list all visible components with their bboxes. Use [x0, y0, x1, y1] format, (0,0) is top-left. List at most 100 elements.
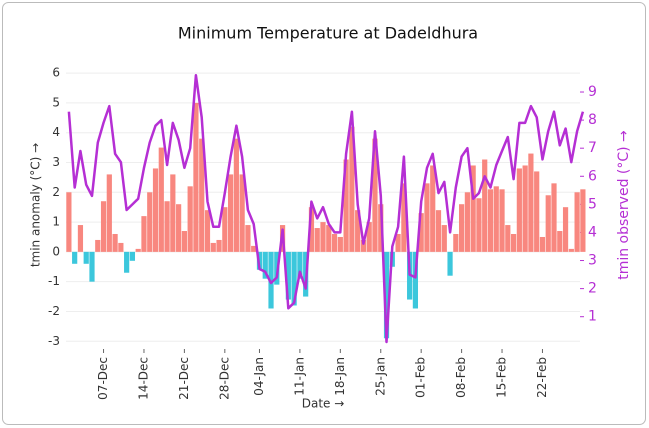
y2-tick-label: 5	[588, 196, 597, 212]
bar	[291, 251, 297, 306]
bar	[314, 228, 320, 252]
bar	[164, 201, 170, 252]
bar	[118, 242, 124, 252]
bar	[124, 251, 130, 273]
y2-tick-label: 1	[588, 309, 597, 325]
bar	[152, 168, 159, 252]
bar	[199, 138, 205, 252]
bar	[245, 225, 251, 252]
y-tick-label: 4	[52, 125, 60, 139]
bar	[227, 174, 234, 252]
bar	[170, 174, 176, 252]
bar	[412, 251, 419, 309]
bar	[482, 159, 488, 252]
bar	[77, 225, 84, 252]
bar	[534, 171, 540, 252]
bar	[89, 251, 95, 282]
bar	[176, 204, 182, 252]
bar	[516, 168, 522, 252]
x-tick-label: 08-Feb	[454, 357, 468, 398]
x-tick-label: 22-Feb	[535, 357, 549, 398]
x-tick-label: 07-Dec	[96, 357, 110, 400]
x-tick-label: 01-Feb	[414, 357, 428, 398]
bar	[360, 239, 367, 252]
bar	[204, 210, 211, 252]
bar	[100, 201, 107, 252]
bar	[141, 216, 147, 252]
x-tick-label: 15-Feb	[495, 357, 509, 398]
bar	[158, 147, 164, 252]
bar	[568, 248, 574, 252]
bar	[493, 186, 499, 252]
y-tick-label: -1	[48, 274, 60, 288]
x-tick-label: 21-Dec	[177, 357, 191, 400]
bar	[401, 183, 407, 252]
bar	[562, 207, 569, 252]
bar	[418, 213, 424, 252]
y-tick-label: 1	[52, 215, 60, 229]
bar	[337, 236, 343, 252]
y2-tick-label: 2	[588, 281, 597, 297]
bar	[395, 233, 401, 252]
bar	[383, 251, 390, 339]
bar	[216, 239, 222, 252]
y2-tick-label: 7	[588, 140, 597, 156]
x-tick-label: 04-Jan	[252, 357, 266, 396]
bar	[349, 126, 355, 252]
x-axis-label: Date →	[302, 397, 345, 411]
bar	[297, 251, 303, 279]
x-tick-label: 14-Dec	[136, 357, 150, 400]
bar	[453, 233, 459, 252]
bar	[331, 233, 338, 252]
y-tick-label: 3	[52, 155, 60, 169]
y-tick-label: -2	[48, 304, 60, 318]
bar	[95, 239, 101, 252]
y2-tick-label: 3	[588, 253, 597, 269]
bar	[487, 189, 494, 252]
bar	[181, 231, 187, 252]
bar	[505, 225, 511, 252]
bar	[464, 192, 470, 252]
bar	[459, 204, 465, 252]
bar	[574, 192, 580, 252]
bar	[447, 251, 453, 276]
y2-axis-label: tmin observed (°C) →	[616, 130, 632, 280]
y2-tick-label: 4	[588, 224, 597, 240]
line	[67, 73, 585, 344]
x-tick-label: 28-Dec	[217, 357, 231, 400]
bar	[366, 222, 372, 252]
y-tick-label: 2	[52, 185, 60, 199]
bar	[522, 165, 528, 252]
bar	[424, 183, 430, 252]
x-tick-label: 25-Jan	[373, 357, 387, 396]
bar	[222, 207, 228, 252]
y-tick-label: -3	[48, 334, 60, 348]
bar	[83, 251, 89, 264]
bar	[539, 236, 546, 252]
y-tick-label: 0	[52, 244, 60, 258]
bar	[435, 210, 442, 252]
y-axis-label: tmin anomaly (°C) →	[29, 143, 43, 267]
bar	[135, 248, 141, 252]
bar	[580, 189, 586, 252]
bar	[285, 251, 291, 300]
bar	[430, 165, 436, 252]
bar	[187, 186, 193, 252]
bar	[262, 251, 268, 279]
bar	[268, 251, 274, 309]
bar	[528, 153, 534, 252]
bar	[112, 233, 118, 252]
bar	[72, 251, 78, 264]
bar	[129, 251, 136, 261]
bar	[343, 159, 349, 252]
bar	[551, 183, 557, 252]
bar	[326, 225, 332, 252]
bar	[251, 245, 257, 252]
bar	[147, 192, 153, 252]
y2-tick-label: 8	[588, 112, 597, 128]
x-tick-label: 18-Jan	[333, 357, 347, 396]
bar	[557, 231, 563, 252]
bar	[210, 242, 216, 252]
y2-tick-label: 6	[588, 168, 597, 184]
